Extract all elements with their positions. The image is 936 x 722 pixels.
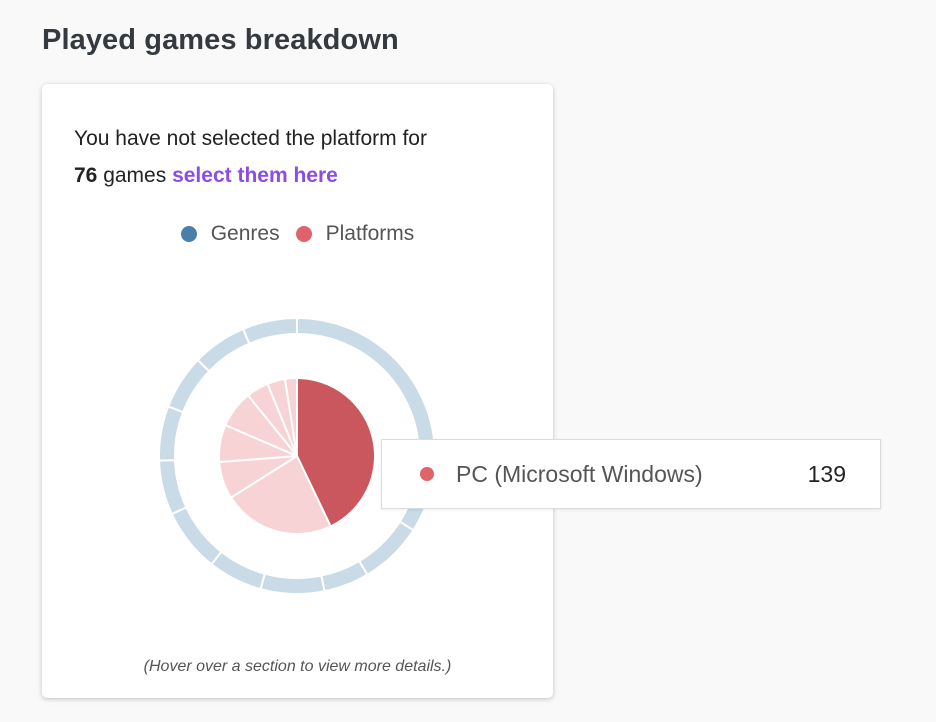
genre-slice-5[interactable] [170, 506, 223, 566]
legend-dot-platforms [295, 226, 312, 242]
genre-slice-4[interactable] [210, 550, 266, 591]
platform-slice-7[interactable] [283, 376, 298, 457]
hover-hint: (Hover over a section to view more detai… [143, 658, 452, 675]
platform-notice: You have not selected the platform for 7… [74, 120, 524, 194]
legend-label-platforms: Platforms [325, 222, 415, 245]
breakdown-card: You have not selected the platform for 7… [42, 84, 553, 698]
genre-slice-6[interactable] [158, 459, 188, 516]
breakdown-pie-chart [158, 316, 436, 595]
genre-slice-1[interactable] [357, 520, 415, 577]
legend-item-platforms[interactable]: Platforms [295, 222, 415, 246]
notice-prefix: You have not selected the platform for [74, 127, 427, 150]
genre-slice-10[interactable] [241, 316, 298, 345]
genre-slice-9[interactable] [196, 327, 251, 373]
page-title: Played games breakdown [42, 24, 399, 56]
chart-legend: Genres Platforms [42, 222, 553, 246]
tooltip-label: PC (Microsoft Windows) [456, 460, 703, 487]
unselected-count: 76 [74, 164, 98, 187]
platform-slice-1[interactable] [229, 454, 332, 535]
genre-slice-8[interactable] [166, 358, 211, 414]
legend-item-genres[interactable]: Genres [180, 222, 280, 246]
platform-slice-0[interactable] [296, 376, 376, 528]
legend-dot-genres [180, 226, 197, 242]
legend-label-genres: Genres [210, 222, 280, 245]
genre-slice-7[interactable] [158, 405, 185, 462]
genre-slice-3[interactable] [259, 572, 326, 595]
genre-slice-2[interactable] [320, 559, 369, 593]
tooltip-dot [420, 467, 434, 481]
chart-tooltip: PC (Microsoft Windows) 139 [381, 439, 881, 509]
tooltip-value: 139 [807, 460, 846, 487]
notice-suffix: games [103, 164, 167, 187]
select-platforms-link[interactable]: select them here [172, 164, 338, 187]
